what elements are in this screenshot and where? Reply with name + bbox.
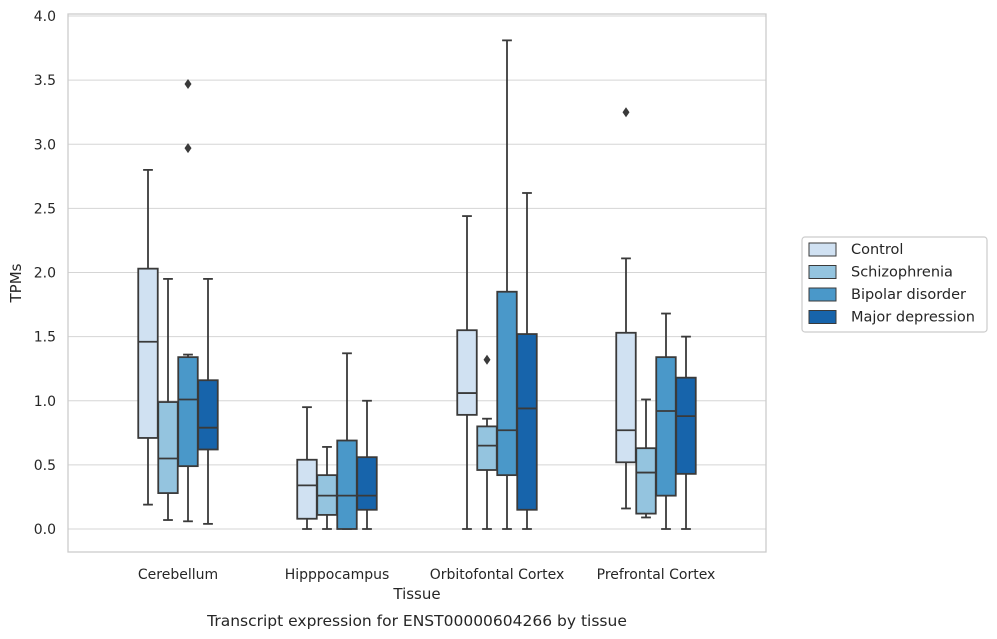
- legend-item: Schizophrenia: [808, 265, 953, 281]
- box: [655, 312, 677, 530]
- y-tick-label: 1.0: [34, 394, 56, 410]
- legend-swatch: [808, 310, 837, 324]
- box-iqr: [615, 331, 637, 464]
- box-iqr: [516, 333, 538, 511]
- y-tick-label: 2.0: [34, 266, 56, 282]
- box: [456, 215, 478, 530]
- legend-label: Bipolar disorder: [851, 287, 966, 303]
- box: [496, 39, 518, 530]
- legend: Control Schizophrenia Bipolar disorder Majo…: [801, 236, 988, 333]
- x-axis-ticks: Cerebellum Hipppocampus Orbitofontal Corte…: [138, 567, 715, 583]
- y-axis-label: TPMs: [7, 263, 25, 303]
- legend-swatch: [808, 265, 837, 279]
- y-tick-label: 3.5: [34, 73, 56, 89]
- y-tick-label: 3.0: [34, 137, 56, 153]
- x-axis-label: Tissue: [392, 585, 440, 603]
- box: [177, 78, 199, 523]
- x-tick-label: Cerebellum: [138, 567, 218, 583]
- box-iqr: [356, 456, 378, 511]
- box-iqr: [635, 447, 657, 515]
- outlier-point: [184, 143, 192, 154]
- y-axis-ticks: 0.0 0.5 1.0 1.5 2.0 2.5 3.0 3.5 4.0: [34, 9, 56, 538]
- y-tick-label: 4.0: [34, 9, 56, 25]
- box: [197, 278, 219, 525]
- box-iqr: [655, 356, 677, 497]
- box: [615, 107, 637, 510]
- legend-label: Schizophrenia: [851, 265, 953, 281]
- box: [476, 354, 498, 530]
- legend-frame: [801, 236, 988, 333]
- box: [356, 399, 378, 530]
- legend-label: Major depression: [851, 310, 975, 326]
- box-iqr: [476, 425, 498, 471]
- box-iqr: [137, 267, 159, 439]
- box: [137, 168, 159, 506]
- legend-label: Control: [851, 242, 903, 258]
- series-major-depression: [197, 192, 697, 530]
- box-iqr: [296, 458, 318, 520]
- box: [336, 352, 358, 530]
- outlier-point: [184, 78, 192, 89]
- series-bipolar-disorder: [177, 39, 677, 530]
- y-tick-label: 1.5: [34, 330, 56, 346]
- box: [316, 446, 338, 530]
- legend-swatch: [808, 242, 837, 257]
- box: [516, 192, 538, 530]
- outlier-point: [622, 107, 630, 118]
- chart-caption: Transcript expression for ENST0000060426…: [206, 612, 627, 630]
- legend-item: Major depression: [808, 310, 975, 326]
- box: [675, 335, 697, 530]
- box-iqr: [496, 290, 518, 477]
- x-tick-label: Orbitofontal Cortex: [430, 567, 565, 583]
- box: [296, 406, 318, 530]
- box-iqr: [336, 439, 358, 530]
- box: [635, 398, 657, 519]
- legend-item: Bipolar disorder: [808, 287, 966, 303]
- plot-area: [67, 13, 767, 553]
- series-schizophrenia: [157, 278, 657, 530]
- y-tick-label: 0.0: [34, 522, 56, 538]
- box-iqr: [177, 356, 199, 468]
- outlier-point: [483, 354, 491, 365]
- legend-item: Control: [808, 242, 903, 258]
- box-iqr: [456, 329, 478, 416]
- box-iqr: [157, 401, 179, 494]
- y-tick-label: 2.5: [34, 201, 56, 217]
- y-tick-label: 0.5: [34, 458, 56, 474]
- x-tick-label: Hipppocampus: [285, 567, 390, 583]
- legend-swatch: [808, 287, 837, 302]
- box-iqr: [675, 376, 697, 475]
- x-tick-label: Prefrontal Cortex: [597, 567, 716, 583]
- box-iqr: [197, 379, 219, 451]
- box: [157, 278, 179, 521]
- box-series: [137, 39, 697, 530]
- series-control: [137, 107, 637, 530]
